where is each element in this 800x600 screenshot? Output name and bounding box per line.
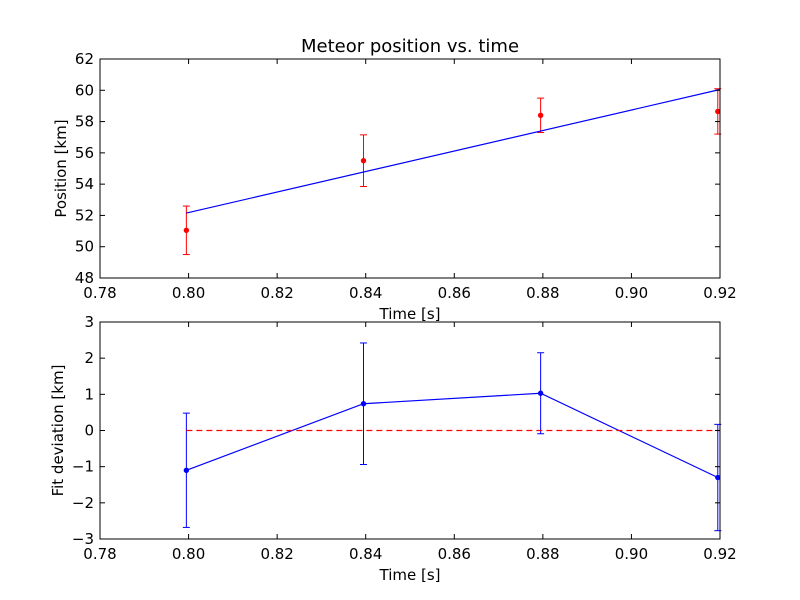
position-panel: Meteor position vs. time 0.78 0.80 0.82 0.8… [52,36,737,323]
x-axis-label: Time [s] [379,305,441,323]
x-tick-label: 0.90 [615,284,648,302]
series-line [186,88,721,214]
y-tick-label: 50 [75,238,94,256]
x-tick-label: 0.86 [438,545,471,563]
y-tick-label: 0 [84,422,94,440]
data-point [715,474,721,481]
y-axis-label: Position [km] [52,119,70,217]
y-tick-label: 48 [75,269,94,287]
y-axis-label: Fit deviation [km] [49,365,67,497]
x-tick-label: 0.92 [703,545,736,563]
x-tick-label: 0.78 [83,545,116,563]
data-point [183,227,190,233]
x-tick-label: 0.82 [260,284,293,302]
x-tick-label: 0.90 [615,545,648,563]
x-tick-label: 0.86 [438,284,471,302]
x-tick-label: 0.82 [260,545,293,563]
data-point [360,157,367,164]
y-tick-label: 62 [75,50,94,68]
y-tick-label: 54 [75,175,94,193]
x-tick-label: 0.80 [172,545,205,563]
x-tick-label: 0.84 [349,545,382,563]
x-tick-label: 0.78 [83,284,116,302]
x-tick-label: 0.80 [172,284,205,302]
y-tick-label: 1 [84,385,94,403]
y-tick-label: −3 [72,530,94,548]
plot-frame [99,58,721,279]
data-point [537,390,544,396]
y-tick-label: 60 [75,81,94,99]
y-tick-label: −1 [72,458,94,476]
data-point [537,112,544,119]
y-tick-label: 2 [84,349,94,367]
y-tick-label: 52 [75,206,94,224]
y-tick-label: 58 [75,113,94,131]
y-tick-label: 3 [84,313,94,331]
x-tick-label: 0.88 [526,545,559,563]
x-tick-label: 0.88 [526,284,559,302]
data-point [360,401,367,407]
data-point [715,108,721,115]
series-line [186,392,719,479]
deviation-panel: 0.78 0.80 0.82 0.84 0.86 0.88 0.90 0.92 −3 −2 −1 0 1… [49,313,737,584]
x-tick-label: 0.92 [703,284,736,302]
data-point [183,467,190,473]
chart-title: Meteor position vs. time [301,36,519,57]
x-axis-label: Time [s] [379,566,441,584]
y-tick-label: −2 [72,494,94,512]
y-tick-label: 56 [75,144,94,162]
x-tick-label: 0.84 [349,284,382,302]
